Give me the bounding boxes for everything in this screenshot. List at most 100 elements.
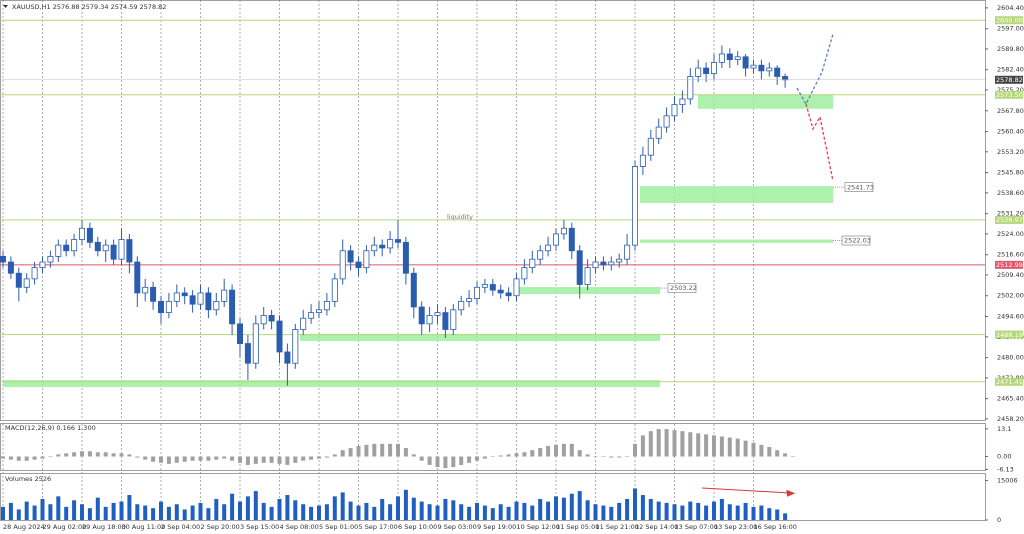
candles <box>0 45 789 386</box>
macd-bar <box>103 452 108 457</box>
volume-bar <box>522 502 527 520</box>
macd-bar <box>301 456 306 461</box>
candle-body <box>363 250 370 269</box>
macd-bar <box>561 443 566 457</box>
volume-bar <box>704 505 709 520</box>
macd-bar <box>767 447 772 457</box>
level-label-box <box>995 90 1023 99</box>
macd-bar <box>340 450 345 457</box>
candle-body <box>695 67 702 77</box>
macd-bar <box>324 456 329 458</box>
candle-body <box>513 278 520 297</box>
candle-body <box>134 261 141 294</box>
volume-bar <box>719 498 724 520</box>
volume-bar <box>664 502 669 520</box>
volume-bar <box>80 504 84 520</box>
volume-bar <box>459 504 464 520</box>
macd-bar <box>317 456 321 459</box>
volume-bar <box>609 506 614 520</box>
candle-body <box>331 278 338 302</box>
candle-body <box>711 62 718 75</box>
macd-bar <box>791 456 795 457</box>
volume-bar <box>688 501 693 520</box>
candle-body <box>173 292 180 302</box>
zone-label: 2541.73 <box>847 183 874 191</box>
volume-bar <box>166 506 171 520</box>
candle-body <box>600 261 607 266</box>
candle-body <box>647 137 654 156</box>
level-label: 2528.97 <box>996 216 1023 224</box>
candle-body <box>118 239 125 260</box>
candle-body <box>371 244 378 252</box>
candle-body <box>379 244 386 249</box>
candle-body <box>537 250 544 260</box>
candle-body <box>213 300 220 311</box>
candle-body <box>758 64 765 72</box>
arrow-line <box>701 487 791 494</box>
macd-bar <box>759 444 764 457</box>
volume-bar <box>143 505 148 520</box>
level-label-box <box>995 215 1023 224</box>
volume-bar <box>680 505 685 520</box>
macd-bar <box>617 456 622 458</box>
volume-bar <box>364 502 369 520</box>
candle-body <box>221 289 228 302</box>
volume-bar <box>696 502 701 520</box>
x-tick-label: 9 Sep 03:00 <box>438 523 477 531</box>
macd-bar <box>135 456 140 458</box>
title-icon <box>3 5 8 8</box>
volume-bar <box>95 497 100 520</box>
candle-body <box>86 227 93 243</box>
volume-bar <box>585 500 590 520</box>
macd-bar <box>309 456 314 460</box>
macd-bar <box>783 453 788 457</box>
candle-body <box>458 300 465 311</box>
volume-arrow <box>701 487 796 497</box>
macd-bar <box>530 450 535 457</box>
volume-bar <box>253 491 258 520</box>
candle-body <box>624 244 631 260</box>
x-tick-label: 6 Sep 10:00 <box>398 523 437 531</box>
volume-bar <box>538 498 543 520</box>
volume-bar <box>332 496 337 520</box>
candle-body <box>189 295 196 305</box>
macd-bar <box>293 456 298 463</box>
x-tick-label: 28 Aug 2024 <box>3 523 45 531</box>
x-tick-label: 10 Sep 12:00 <box>517 523 560 531</box>
candle-body <box>774 67 781 77</box>
macd-bar <box>538 448 543 457</box>
macd-bar <box>672 430 677 457</box>
volume-bar <box>159 501 163 520</box>
macd-bar <box>648 431 653 457</box>
volume-bar <box>317 505 321 520</box>
candle-body <box>663 115 670 128</box>
candle-body <box>671 104 678 117</box>
volume-bar <box>111 502 116 520</box>
volume-bar <box>648 498 653 520</box>
zone-label-box <box>667 283 697 293</box>
candle-body <box>394 239 401 243</box>
candle-body <box>0 255 6 263</box>
volume-bar <box>198 502 203 520</box>
macd-bar <box>451 456 456 468</box>
volume-bar <box>601 505 606 520</box>
macd-panel <box>0 423 986 471</box>
volume-bar <box>775 509 780 520</box>
macd-bar <box>577 450 582 457</box>
macd-bar <box>411 454 416 457</box>
volume-bar <box>119 501 124 520</box>
candle-body <box>181 292 188 297</box>
zone-label: 2503.22 <box>670 284 697 292</box>
volume-bar <box>277 498 282 520</box>
volume-bar <box>435 505 440 520</box>
level-label: 2488.19 <box>996 331 1023 339</box>
macd-bar <box>625 456 630 457</box>
x-tick-label: 3 Sep 15:00 <box>240 523 279 531</box>
candle-body <box>742 56 749 69</box>
macd-bar <box>751 442 756 457</box>
candle-body <box>553 233 560 246</box>
macd-bar <box>554 444 558 457</box>
candle-body <box>434 312 441 316</box>
macd-bar <box>719 436 724 457</box>
y-tick-label: 2502.00 <box>997 292 1024 300</box>
